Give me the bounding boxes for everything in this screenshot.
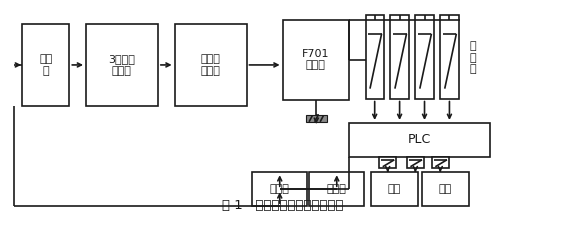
Text: 3个传感
器并联: 3个传感 器并联	[108, 54, 136, 76]
FancyBboxPatch shape	[407, 157, 424, 168]
FancyBboxPatch shape	[440, 15, 459, 99]
Text: 释袋: 释袋	[439, 184, 452, 194]
FancyBboxPatch shape	[309, 172, 364, 206]
FancyBboxPatch shape	[366, 15, 384, 99]
Text: F701
控制器: F701 控制器	[302, 49, 329, 70]
FancyBboxPatch shape	[380, 157, 396, 168]
Text: 图 1   改进后的控制回路示意图: 图 1 改进后的控制回路示意图	[221, 199, 344, 212]
FancyBboxPatch shape	[175, 24, 246, 106]
Text: PLC: PLC	[408, 133, 431, 146]
FancyBboxPatch shape	[22, 24, 69, 106]
FancyBboxPatch shape	[282, 20, 349, 100]
FancyBboxPatch shape	[422, 172, 469, 206]
Text: 传感器
和算板: 传感器 和算板	[201, 54, 220, 76]
Text: 汽缸: 汽缸	[388, 184, 401, 194]
FancyBboxPatch shape	[390, 15, 408, 99]
Text: 称料
斗: 称料 斗	[39, 54, 53, 76]
Text: 继
电
器: 继 电 器	[469, 41, 476, 74]
Text: 小料门: 小料门	[327, 184, 347, 194]
FancyBboxPatch shape	[306, 116, 327, 122]
FancyBboxPatch shape	[371, 172, 418, 206]
FancyBboxPatch shape	[86, 24, 158, 106]
Text: 大料门: 大料门	[270, 184, 290, 194]
FancyBboxPatch shape	[432, 157, 449, 168]
FancyBboxPatch shape	[252, 172, 307, 206]
FancyBboxPatch shape	[349, 123, 490, 157]
FancyBboxPatch shape	[415, 15, 434, 99]
